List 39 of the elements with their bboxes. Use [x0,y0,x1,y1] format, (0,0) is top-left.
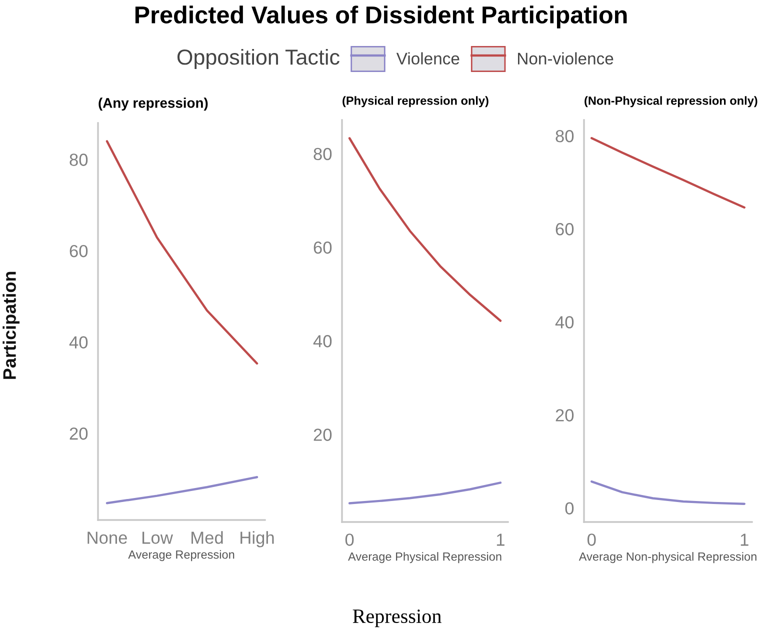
x-axis-title: Average Non-physical Repression [578,552,756,564]
chart-subtitle: (Non-Physical repression only) [584,96,758,108]
x-tick-label: High [240,531,274,548]
y-tick-label: 80 [314,148,332,160]
legend-label: Non-violence [518,52,614,64]
chart-subtitle: (Any repression) [98,98,208,111]
x-tick-label: Med [192,531,223,544]
legend-title: Opposition Tactic [177,48,340,70]
y-tick-label: 60 [556,223,574,236]
y-tick-label: 20 [70,427,88,440]
legend-label: Violence [396,52,460,64]
chart-subtitle: (Physical repression only) [342,96,488,108]
x-tick-label: Low [142,532,173,544]
y-tick-label: 80 [556,130,574,142]
x-tick-label: 0 [587,534,596,546]
y-tick-label: 60 [70,244,88,258]
y-tick-label: 20 [556,409,574,422]
x-axis-title: Average Repression [128,550,234,562]
x-tick-label: None [88,532,127,544]
x-axis-title: Average Physical Repression [348,552,502,564]
y-tick-label: 20 [314,428,332,441]
x-tick-label: 1 [740,534,748,546]
line-series [106,140,258,365]
x-tick-label: 0 [345,534,354,546]
y-tick-label: 40 [69,336,88,348]
text: Repression [352,610,442,628]
line-series [590,480,746,505]
line-series [590,137,746,209]
y-tick-label: 40 [555,316,574,328]
line-series [106,476,258,504]
x-tick-label: 1 [496,534,504,546]
line-series [348,137,502,322]
y-axis-title: Participation [2,272,20,379]
y-tick-label: 80 [70,154,88,166]
y-tick-label: 40 [313,335,332,348]
y-tick-label: 60 [314,241,332,254]
text: Predicted Values of Dissident Participation [135,6,627,28]
line-series [348,482,502,504]
y-tick-label: 0 [565,502,574,515]
